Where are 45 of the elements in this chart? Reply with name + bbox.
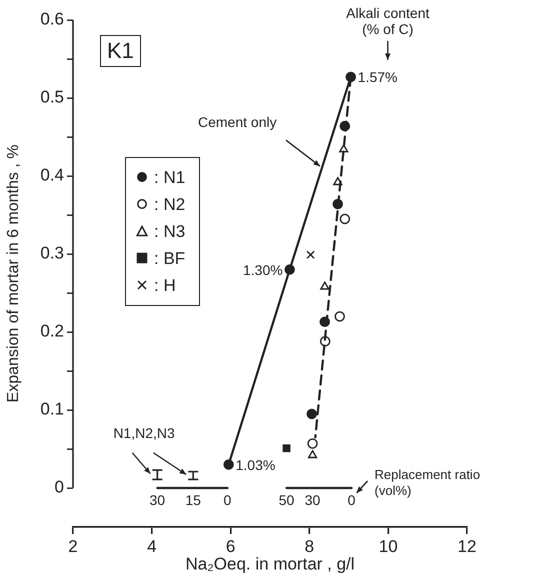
y-tick-label: 0: [54, 478, 64, 497]
annotation: Alkali content (% of C): [345, 4, 430, 37]
annotation: N1,N2,N3: [113, 424, 175, 441]
x-tick-label: 4: [147, 536, 157, 556]
y-tick-label: 0.2: [40, 322, 64, 341]
annotation: 15: [185, 492, 201, 508]
point: [340, 214, 350, 224]
annotation: 0: [348, 492, 356, 508]
annotation: 30: [150, 492, 166, 508]
annotation: K1: [100, 35, 141, 67]
y-tick-label: 0.4: [40, 166, 64, 185]
x-tick-label: 10: [378, 536, 398, 556]
annotation: Cement only: [198, 114, 277, 130]
x-tick-label: 12: [458, 536, 476, 556]
x-tick-label: 8: [304, 536, 314, 556]
point: [282, 444, 290, 452]
legend-label: : N1: [154, 166, 186, 189]
x-tick-label: 6: [226, 536, 236, 556]
point: [308, 450, 318, 458]
point: [223, 459, 234, 470]
legend-label: : N3: [154, 220, 186, 243]
y-tick-label: 0.6: [40, 10, 64, 29]
annotation: 1.03%: [236, 456, 276, 473]
legend-label: : H: [154, 274, 176, 297]
annotation: 1.57%: [358, 68, 398, 85]
y-tick-label: 0.3: [40, 244, 64, 263]
y-tick-label: 0.1: [40, 400, 64, 419]
annotation: 1.30%: [242, 262, 283, 278]
point: [307, 438, 318, 449]
annotation: 50: [278, 492, 294, 508]
x-tick-label: 2: [68, 536, 78, 556]
annotation: 30: [304, 492, 320, 508]
point: [320, 282, 330, 290]
point: [284, 264, 295, 275]
point: [306, 408, 317, 420]
point: [306, 250, 315, 260]
y-tick-label: 0.5: [40, 88, 64, 107]
point: [334, 311, 345, 322]
legend-label: : BF: [154, 248, 186, 270]
y-axis-title: Expansion of mortar in 6 months , %: [5, 144, 22, 402]
annotation: 0: [224, 492, 232, 508]
annotation: Replacement ratio (vol%): [374, 467, 482, 499]
x-axis-title: Na₂Oeq. in mortar , g/l: [185, 554, 355, 574]
legend-label: : N2: [154, 194, 186, 216]
point: [346, 72, 356, 82]
